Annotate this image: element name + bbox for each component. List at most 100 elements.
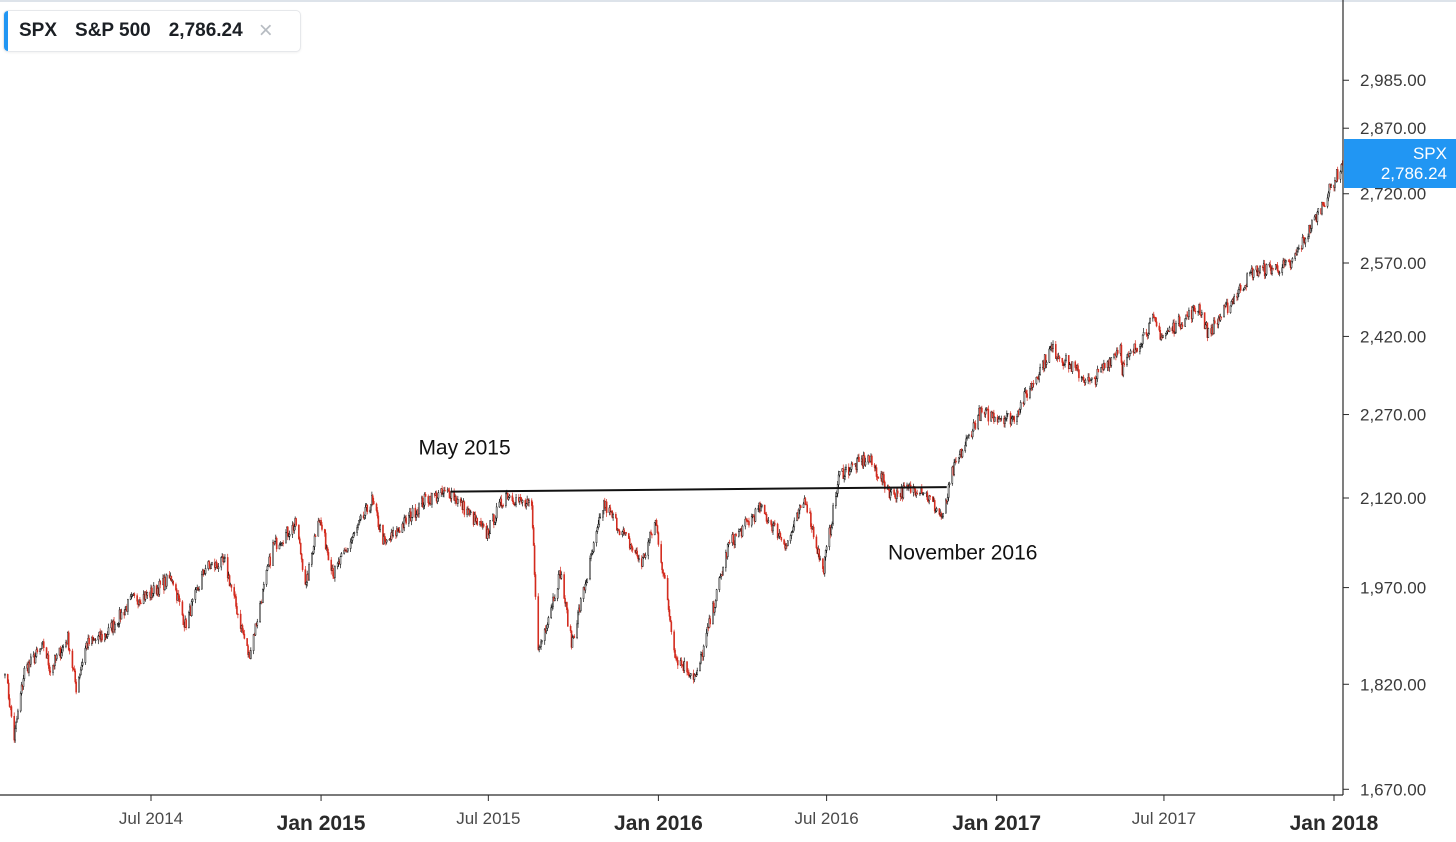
candle-body xyxy=(533,545,536,575)
candle xyxy=(1316,210,1319,226)
candle-body xyxy=(589,558,591,580)
candle-body xyxy=(411,507,414,518)
candle xyxy=(912,483,915,497)
candle xyxy=(786,540,789,547)
candle-body xyxy=(54,655,56,667)
candle xyxy=(304,565,307,586)
candle-body xyxy=(889,491,892,498)
candle-body xyxy=(239,613,242,629)
candle-body xyxy=(1025,390,1028,394)
candle xyxy=(1178,314,1181,327)
candle xyxy=(1197,310,1199,316)
candle xyxy=(615,512,617,519)
candle-body xyxy=(353,532,356,534)
candle xyxy=(902,482,905,500)
candle-body xyxy=(250,650,252,659)
candle xyxy=(1220,316,1223,321)
candle-body xyxy=(1110,357,1113,366)
candle-body xyxy=(649,531,651,541)
candle-body xyxy=(819,558,821,560)
close-icon[interactable]: × xyxy=(258,17,273,44)
candle-body xyxy=(547,617,550,625)
candle-body xyxy=(343,550,345,554)
candle xyxy=(463,500,466,518)
candle xyxy=(35,646,38,658)
candle xyxy=(422,502,425,510)
candle-body xyxy=(765,514,768,522)
candle-body xyxy=(436,497,439,502)
candle xyxy=(1145,328,1148,337)
candle-body xyxy=(81,662,84,666)
y-tick-label: 1,970.00 xyxy=(1360,579,1426,598)
candle xyxy=(1089,379,1091,385)
candle xyxy=(630,542,633,552)
candle-body xyxy=(792,526,795,533)
candle-body xyxy=(1088,377,1090,381)
candle xyxy=(94,638,97,644)
candle-body xyxy=(502,504,504,507)
candle xyxy=(233,583,235,600)
candle-body xyxy=(1336,169,1339,180)
candle xyxy=(666,575,669,601)
candle xyxy=(441,485,443,495)
top-border xyxy=(0,0,1456,2)
candle-body xyxy=(1074,361,1077,368)
candle xyxy=(78,675,80,693)
candle-body xyxy=(599,516,601,519)
candle xyxy=(596,525,599,534)
candle xyxy=(550,604,552,619)
candle xyxy=(790,530,793,540)
candle-body xyxy=(689,673,692,676)
candle-body xyxy=(267,564,270,567)
candle xyxy=(662,568,664,577)
candle-body xyxy=(534,574,537,597)
candle-body xyxy=(1225,302,1227,307)
trendline[interactable] xyxy=(450,486,947,493)
candle xyxy=(528,498,530,507)
candle-body xyxy=(584,583,587,591)
candle xyxy=(688,669,690,678)
candle xyxy=(272,539,274,566)
candle-body xyxy=(469,509,471,513)
symbol-legend[interactable]: SPX S&P 500 2,786.24 × xyxy=(3,10,301,52)
candle-body xyxy=(616,517,618,531)
candle xyxy=(220,556,223,571)
candle-body xyxy=(551,606,553,608)
candle-body xyxy=(415,514,418,518)
candle-body xyxy=(540,641,542,647)
candle xyxy=(208,560,211,570)
candle-body xyxy=(506,492,509,500)
candle xyxy=(336,561,339,570)
candle xyxy=(595,530,598,547)
candle xyxy=(1276,262,1279,273)
candle-body xyxy=(835,495,837,506)
candle-body xyxy=(738,529,741,532)
candle-body xyxy=(700,654,702,664)
candle xyxy=(965,434,967,447)
candle xyxy=(1264,273,1267,279)
candle-body xyxy=(376,510,379,517)
candle-body xyxy=(661,562,663,571)
candle xyxy=(1090,377,1092,381)
candle xyxy=(103,633,106,643)
candle-body xyxy=(372,495,374,502)
candle xyxy=(664,572,666,580)
candle-body xyxy=(638,558,640,560)
candle-body xyxy=(1068,364,1071,370)
candle xyxy=(718,576,721,593)
candle xyxy=(1238,286,1240,297)
candle xyxy=(984,407,987,418)
candle xyxy=(489,520,491,534)
candle xyxy=(259,600,261,623)
candle-body xyxy=(977,415,979,429)
candle-body xyxy=(1257,271,1260,277)
candle-body xyxy=(543,628,546,641)
candle xyxy=(324,529,327,550)
candle-body xyxy=(511,495,514,502)
candle xyxy=(793,517,796,531)
candle xyxy=(726,543,729,560)
candle xyxy=(507,496,510,501)
candle xyxy=(993,409,995,424)
